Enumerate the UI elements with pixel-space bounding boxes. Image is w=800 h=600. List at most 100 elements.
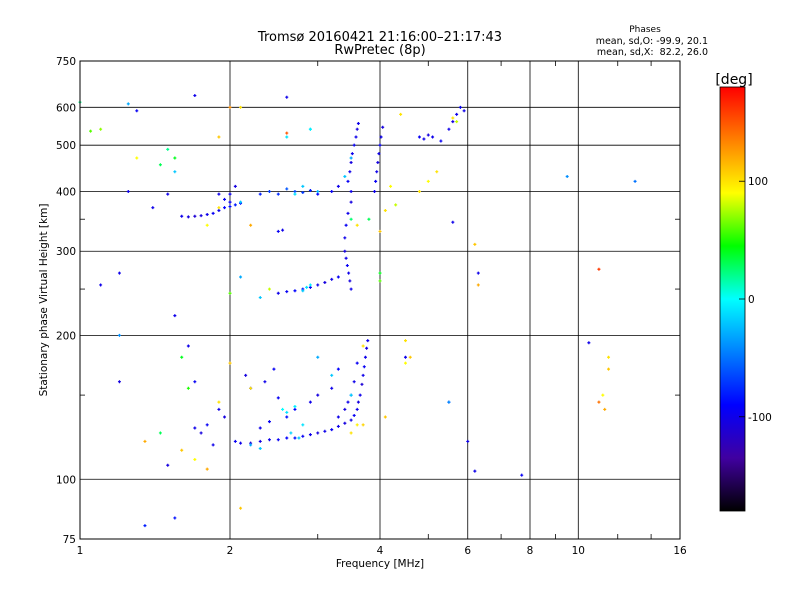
data-point — [565, 174, 569, 178]
data-point — [349, 160, 353, 164]
data-point — [330, 386, 334, 390]
data-point — [633, 179, 637, 183]
data-point — [316, 393, 320, 397]
colorbar-ticks: 100 0 -100 — [739, 176, 772, 424]
data-point — [378, 271, 382, 275]
data-point — [173, 156, 177, 160]
data-point — [349, 189, 353, 193]
data-point — [383, 209, 387, 213]
data-point — [143, 524, 147, 528]
data-point — [217, 192, 221, 196]
data-point — [466, 439, 470, 443]
data-point — [223, 197, 227, 201]
data-point — [249, 223, 253, 227]
data-point — [301, 434, 305, 438]
data-point — [267, 438, 271, 442]
data-point — [361, 373, 365, 377]
x-tick-label: 10 — [572, 545, 585, 557]
data-point — [126, 189, 130, 193]
data-point — [285, 290, 289, 294]
data-point — [301, 289, 305, 293]
data-point — [330, 428, 334, 432]
data-point — [346, 211, 350, 215]
data-point — [451, 220, 455, 224]
data-point — [346, 179, 350, 183]
data-point — [378, 229, 382, 233]
data-point — [363, 355, 367, 359]
data-point — [267, 287, 271, 291]
data-point — [417, 135, 421, 139]
data-point — [374, 179, 378, 183]
x-tick-label: 6 — [464, 545, 471, 557]
data-point — [383, 415, 387, 419]
data-point — [587, 341, 591, 345]
data-point — [193, 426, 197, 430]
data-point — [379, 135, 383, 139]
data-point — [301, 184, 305, 188]
data-point — [349, 200, 353, 204]
data-point — [211, 443, 215, 447]
data-point — [223, 415, 227, 419]
y-axis-label: Stationary phase Virtual Height [km] — [38, 204, 50, 397]
data-point — [293, 404, 297, 408]
data-point — [285, 410, 289, 414]
y-tick-label: 200 — [56, 330, 76, 342]
data-point — [403, 355, 407, 359]
data-point — [330, 373, 334, 377]
data-point — [347, 271, 351, 275]
y-tick-label: 100 — [56, 474, 76, 486]
data-point — [117, 380, 121, 384]
data-point — [458, 105, 462, 109]
y-tick-label: 600 — [56, 102, 76, 114]
data-point — [343, 174, 347, 178]
data-point — [358, 393, 362, 397]
data-point — [180, 355, 184, 359]
x-tick-label: 8 — [527, 545, 534, 557]
data-point — [348, 170, 352, 174]
data-point — [258, 446, 262, 450]
data-point — [285, 131, 289, 135]
data-point — [308, 433, 312, 437]
data-point — [316, 283, 320, 287]
data-point — [135, 109, 139, 113]
data-point — [601, 393, 605, 397]
y-tick-label: 500 — [56, 140, 76, 152]
x-tick-labels: 1 2 4 6 8 10 16 — [77, 545, 687, 557]
data-point — [346, 400, 350, 404]
data-point — [297, 436, 301, 440]
data-point — [276, 229, 280, 233]
data-point — [378, 143, 382, 147]
data-point — [239, 506, 243, 510]
data-point — [239, 105, 243, 109]
data-point — [373, 189, 377, 193]
data-point — [193, 457, 197, 461]
data-point — [360, 382, 364, 386]
data-point — [228, 361, 232, 365]
data-point — [276, 192, 280, 196]
data-point — [378, 279, 382, 283]
data-point — [349, 431, 353, 435]
data-point — [293, 407, 297, 411]
stats-line-x: mean, sd,X: 82.2, 26.0 — [597, 47, 708, 58]
data-point — [217, 206, 221, 210]
x-tick-label: 4 — [377, 545, 384, 557]
data-point — [258, 426, 262, 430]
x-tick-label: 1 — [77, 545, 84, 557]
data-point — [473, 242, 477, 246]
colorbar-tick-label: -100 — [748, 412, 772, 424]
data-point — [343, 236, 347, 240]
data-point — [305, 285, 309, 289]
data-point — [193, 214, 197, 218]
data-point — [99, 127, 103, 131]
data-point — [166, 147, 170, 151]
data-point — [211, 211, 215, 215]
data-point — [435, 170, 439, 174]
data-point — [344, 223, 348, 227]
data-point — [135, 156, 139, 160]
data-point — [350, 152, 354, 156]
data-point — [348, 279, 352, 283]
data-point — [355, 361, 359, 365]
y-tick-labels: 75 100 200 300 400 500 600 750 — [56, 56, 76, 546]
data-point — [239, 200, 243, 204]
x-axis-label: Frequency [MHz] — [336, 558, 424, 570]
